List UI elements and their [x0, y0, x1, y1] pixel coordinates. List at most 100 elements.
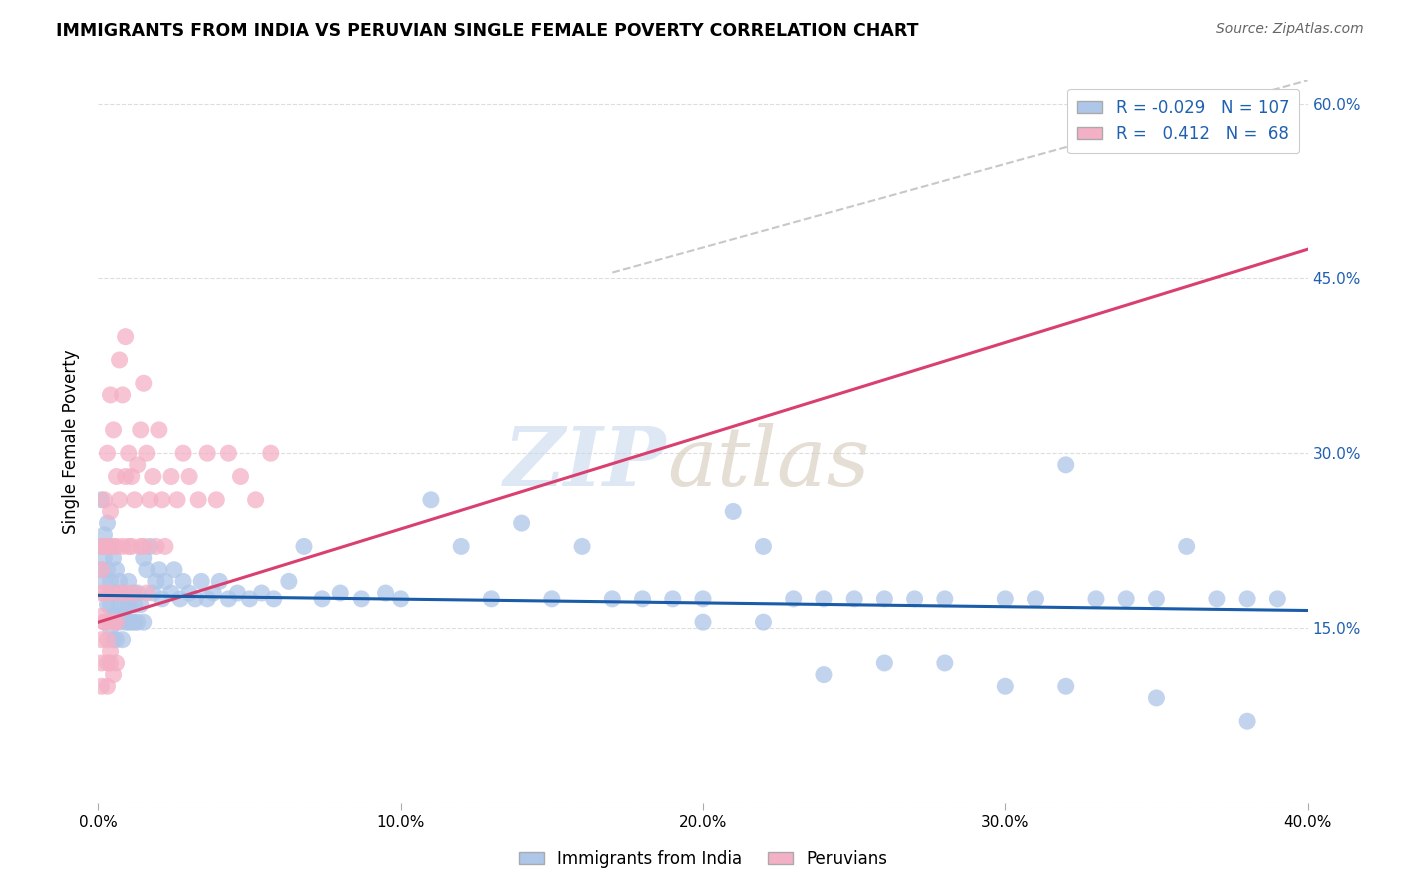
Point — [114, 586, 136, 600]
Point — [873, 656, 896, 670]
Text: atlas: atlas — [666, 423, 869, 503]
Point — [114, 598, 136, 612]
Point — [124, 598, 146, 612]
Point — [160, 469, 183, 483]
Point — [103, 609, 125, 624]
Point — [148, 423, 170, 437]
Point — [124, 492, 146, 507]
Point — [723, 504, 745, 518]
Point — [108, 598, 131, 612]
Point — [124, 586, 146, 600]
Y-axis label: Single Female Poverty: Single Female Poverty — [62, 350, 80, 533]
Point — [179, 469, 201, 483]
Point — [121, 469, 143, 483]
Point — [93, 615, 115, 630]
Point — [190, 574, 212, 589]
Point — [129, 423, 152, 437]
Point — [127, 458, 149, 472]
Point — [142, 586, 165, 600]
Point — [1144, 591, 1167, 606]
Point — [229, 469, 252, 483]
Point — [103, 632, 125, 647]
Text: ZIP: ZIP — [505, 423, 666, 503]
Point — [226, 586, 249, 600]
Point — [692, 615, 714, 630]
Point — [142, 469, 165, 483]
Point — [114, 329, 136, 343]
Point — [153, 574, 176, 589]
Point — [994, 591, 1017, 606]
Point — [692, 591, 714, 606]
Point — [420, 492, 443, 507]
Point — [90, 656, 112, 670]
Point — [100, 388, 122, 402]
Point — [118, 446, 141, 460]
Point — [114, 615, 136, 630]
Point — [172, 446, 194, 460]
Point — [96, 679, 118, 693]
Point — [96, 656, 118, 670]
Point — [1236, 591, 1258, 606]
Point — [111, 609, 134, 624]
Point — [105, 656, 128, 670]
Point — [245, 492, 267, 507]
Point — [844, 591, 866, 606]
Point — [105, 563, 128, 577]
Point — [1115, 591, 1137, 606]
Point — [292, 540, 315, 554]
Point — [540, 591, 562, 606]
Point — [145, 574, 167, 589]
Point — [103, 667, 125, 681]
Point — [1206, 591, 1229, 606]
Point — [93, 574, 115, 589]
Point — [127, 586, 149, 600]
Point — [934, 656, 956, 670]
Point — [1085, 591, 1108, 606]
Point — [93, 615, 115, 630]
Point — [103, 615, 125, 630]
Point — [166, 492, 188, 507]
Point — [661, 591, 683, 606]
Point — [1175, 540, 1198, 554]
Point — [105, 632, 128, 647]
Point — [263, 591, 285, 606]
Point — [148, 563, 170, 577]
Point — [124, 615, 146, 630]
Point — [217, 446, 239, 460]
Point — [108, 586, 131, 600]
Point — [783, 591, 806, 606]
Point — [129, 598, 152, 612]
Point — [96, 632, 118, 647]
Point — [90, 632, 112, 647]
Point — [239, 591, 262, 606]
Point — [111, 540, 134, 554]
Point — [90, 540, 112, 554]
Point — [100, 540, 122, 554]
Point — [108, 615, 131, 630]
Point — [631, 591, 654, 606]
Point — [114, 469, 136, 483]
Point — [602, 591, 624, 606]
Point — [100, 621, 122, 635]
Point — [90, 563, 112, 577]
Point — [100, 574, 122, 589]
Point — [1054, 679, 1077, 693]
Point — [250, 586, 273, 600]
Point — [96, 540, 118, 554]
Point — [96, 446, 118, 460]
Point — [904, 591, 927, 606]
Point — [100, 598, 122, 612]
Point — [150, 591, 173, 606]
Point — [105, 469, 128, 483]
Point — [260, 446, 283, 460]
Point — [195, 591, 218, 606]
Point — [96, 598, 118, 612]
Point — [217, 591, 239, 606]
Point — [813, 591, 835, 606]
Point — [752, 615, 775, 630]
Point — [103, 586, 125, 600]
Point — [90, 679, 112, 693]
Point — [1236, 714, 1258, 729]
Point — [1024, 591, 1046, 606]
Point — [108, 492, 131, 507]
